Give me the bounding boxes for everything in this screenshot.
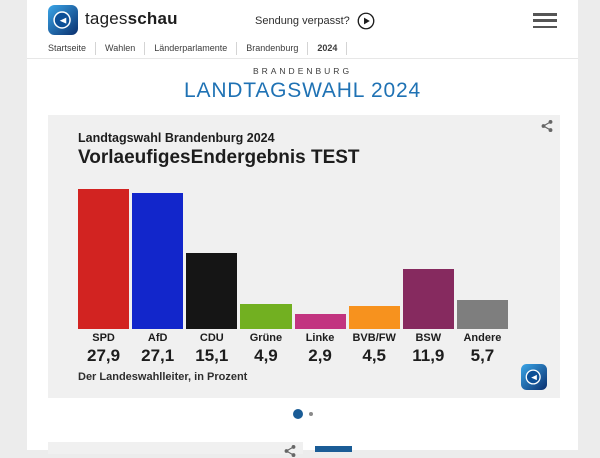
page-title-block: BRANDENBURG LANDTAGSWAHL 2024 [27, 66, 578, 103]
share-icon[interactable] [540, 119, 554, 133]
carousel-dot-1[interactable] [292, 409, 303, 419]
bar-label-cell: AfD 27,1 [132, 332, 183, 366]
bar-linke [294, 314, 346, 329]
party-name: SPD [92, 332, 115, 344]
menu-icon[interactable] [533, 13, 557, 28]
sendung-verpasst-label: Sendung verpasst? [255, 14, 350, 27]
party-value: 27,1 [141, 346, 175, 365]
party-name: Grüne [249, 332, 283, 344]
bar-labels: SPD 27,9 AfD 27,1 CDU 15,1 Grüne 4,9 Linke 2,9 BVB… [78, 332, 508, 366]
brand-regular: tages [85, 9, 128, 28]
breadcrumb-item-startseite[interactable]: Startseite [48, 42, 97, 55]
share-icon-small[interactable] [283, 444, 297, 458]
bar-gr-ne [240, 304, 292, 329]
bar-label-cell: SPD 27,9 [78, 332, 129, 366]
party-value: 4,9 [254, 346, 278, 365]
bar-label-cell: BSW 11,9 [403, 332, 454, 366]
next-card-partial [48, 442, 303, 458]
breadcrumb-item-länderparlamente[interactable]: Länderparlamente [145, 42, 238, 55]
bar-label-cell: BVB/FW 4,5 [349, 332, 400, 366]
bar-afd [132, 193, 184, 329]
party-value: 5,7 [470, 346, 495, 365]
next-card-tab-indicator[interactable] [315, 446, 352, 452]
breadcrumb-item-wahlen[interactable]: Wahlen [96, 42, 146, 55]
breadcrumb-item-brandenburg[interactable]: Brandenburg [237, 42, 309, 55]
tagesschau-logo[interactable] [48, 5, 78, 35]
carousel-dot-2[interactable] [308, 412, 313, 416]
bar-label-cell: Grüne 4,9 [240, 332, 291, 366]
bar-label-cell: Andere 5,7 [457, 332, 508, 366]
bar-label-cell: Linke 2,9 [295, 332, 346, 366]
chart-kicker: Landtagswahl Brandenburg 2024 [78, 131, 275, 145]
bar-spd [78, 189, 130, 329]
party-name: AfD [147, 332, 168, 344]
bar-bsw [402, 269, 454, 329]
content-column: tagesschau Sendung verpasst? Startseite W… [27, 0, 578, 458]
brand-bold: schau [127, 9, 178, 28]
party-value: 11,9 [412, 346, 445, 365]
party-value: 27,9 [87, 346, 121, 365]
tagesschau-watermark-icon [521, 364, 547, 390]
play-icon[interactable] [357, 12, 375, 30]
party-value: 15,1 [195, 346, 229, 365]
party-name: CDU [199, 332, 224, 344]
party-name: BVB/FW [352, 332, 396, 344]
breadcrumb: Startseite Wahlen Länderparlamente Brandenb… [48, 41, 348, 56]
chart-source: Der Landeswahlleiter, in Prozent [78, 371, 248, 383]
party-value: 2,9 [308, 346, 332, 365]
breadcrumb-item-2024: 2024 [308, 42, 348, 55]
site-header: tagesschau Sendung verpasst? Startseite W… [27, 0, 578, 59]
bar-bvb-fw [348, 306, 400, 329]
election-chart-card: Landtagswahl Brandenburg 2024 Vorlaeufig… [48, 115, 560, 398]
bar-label-cell: CDU 15,1 [186, 332, 237, 366]
carousel-dots [27, 409, 578, 419]
page-title-kicker: BRANDENBURG [252, 66, 353, 76]
brand-wordmark[interactable]: tagesschau [85, 9, 178, 29]
bar-cdu [186, 253, 238, 329]
bar-group [78, 189, 508, 329]
page-title: LANDTAGSWAHL 2024 [184, 79, 421, 102]
party-value: 4,5 [362, 346, 386, 365]
chart-title: VorlaeufigesEndergebnis TEST [78, 147, 360, 168]
party-name: BSW [415, 332, 442, 344]
party-name: Andere [463, 332, 502, 344]
sendung-verpasst-link[interactable]: Sendung verpasst? [255, 11, 375, 30]
bar-andere [456, 300, 508, 329]
party-name: Linke [305, 332, 335, 344]
